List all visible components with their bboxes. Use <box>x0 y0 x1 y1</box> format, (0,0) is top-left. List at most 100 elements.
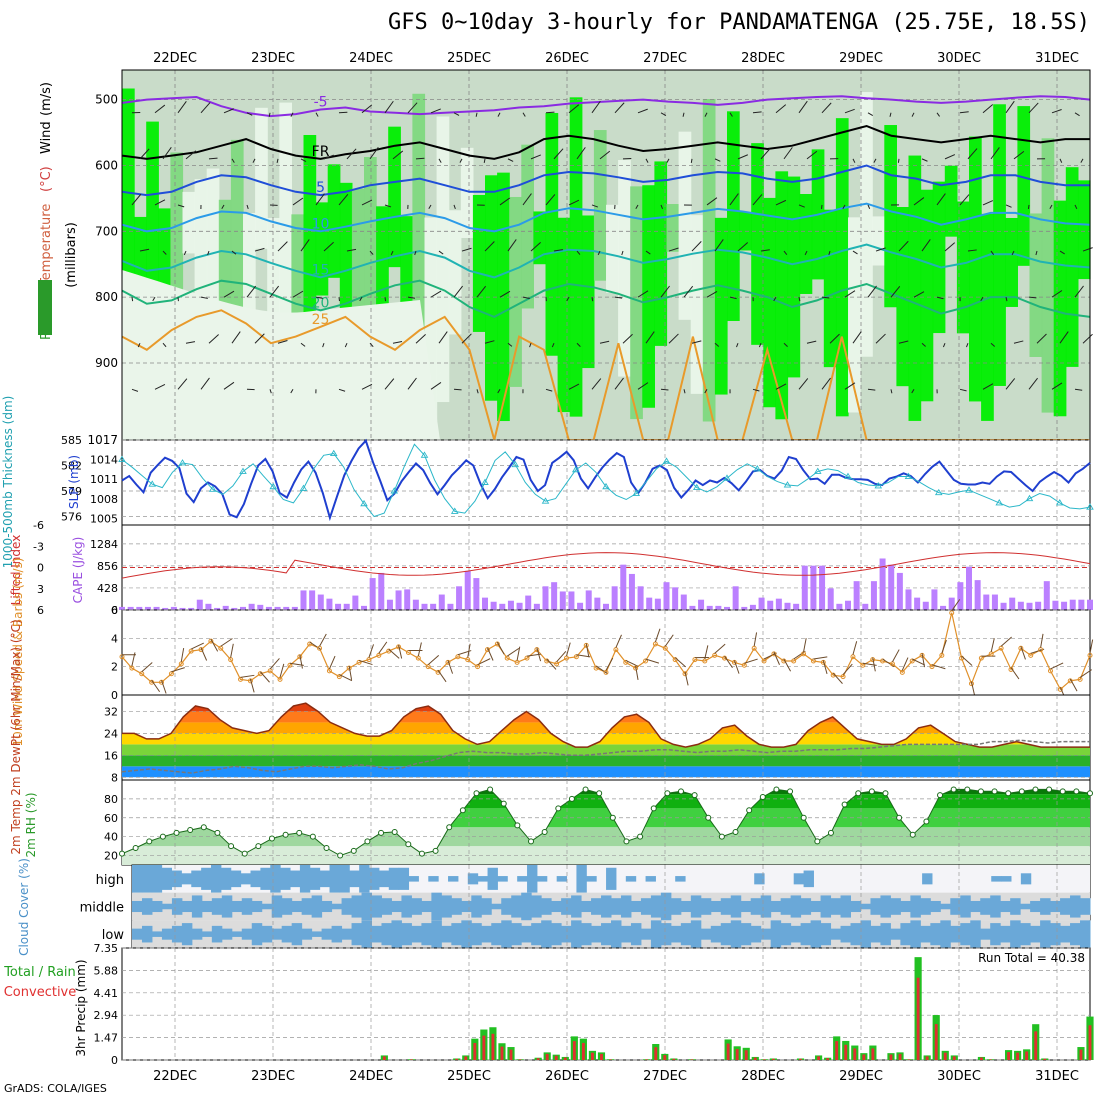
cloud-bar-high <box>270 865 281 893</box>
cape-bar <box>430 603 437 610</box>
rh-shade-cell <box>327 164 341 278</box>
wind-barb <box>852 250 858 255</box>
cloud-bar-low <box>381 923 392 946</box>
cloud-bar-high <box>378 870 390 888</box>
wind-barb <box>522 112 526 117</box>
precip-bar-convective <box>600 1053 603 1060</box>
cloud-bar-middle <box>351 895 363 918</box>
cape-bar <box>404 589 411 610</box>
cloud-bar-high <box>299 865 311 893</box>
wind-barb-10m <box>417 642 422 657</box>
cloud-bar-low <box>780 923 792 946</box>
thickness-slp-panel: 585 582 579 576 1014 1011 1008 1005 1000-500mb T… <box>1 396 1094 568</box>
wind-barb-10m <box>427 655 440 666</box>
cloud-bar-high <box>467 873 479 885</box>
thk-marker <box>934 488 943 496</box>
rh-shade-cell <box>255 107 268 249</box>
wind-barb <box>591 100 601 114</box>
wind-barb <box>614 377 624 390</box>
wind-barb <box>668 247 679 252</box>
rh-point <box>241 850 248 857</box>
isotherm-10 <box>121 202 1091 233</box>
wind-barb-10m <box>921 653 925 668</box>
cloud-bar-low <box>581 923 592 946</box>
precip-bar-convective <box>844 1044 848 1060</box>
wind-barb <box>530 154 541 160</box>
cape-bar <box>775 598 782 610</box>
slp-ytick: 1005 <box>90 512 118 525</box>
wind-barb <box>300 239 310 252</box>
rh-point <box>650 805 657 812</box>
cloud-bar-middle <box>680 900 692 913</box>
wind-barb <box>875 333 886 344</box>
rh-point <box>459 807 466 814</box>
rh-point <box>855 790 862 797</box>
ua-ytick: 500 <box>95 93 118 107</box>
cape-bar <box>801 565 808 610</box>
wind-barb <box>682 112 685 117</box>
cloud-bar-high <box>803 870 814 888</box>
wind-barb <box>1074 112 1080 117</box>
wind-barb <box>139 248 150 252</box>
cloud-bar-low <box>700 928 712 940</box>
cape-bar <box>196 599 203 610</box>
cloud-bar-high <box>517 876 528 882</box>
precip-ytick: 0 <box>111 1054 118 1067</box>
wind-barb <box>553 148 564 160</box>
precip-bar-convective <box>726 1043 730 1060</box>
wind-barb <box>660 204 663 210</box>
cloud-bar-low <box>251 923 263 946</box>
wind-barb <box>361 104 373 114</box>
wind-barb <box>798 378 809 390</box>
precip-bar-convective <box>1034 1031 1038 1060</box>
cape-bar <box>516 602 523 610</box>
wind-barb <box>752 194 763 206</box>
cloud-bar-middle <box>161 903 173 910</box>
wind-barb <box>384 204 392 208</box>
wind-barb <box>913 197 925 206</box>
cloud-bar-low <box>611 920 622 948</box>
wind-barb <box>990 250 995 255</box>
rh-point <box>1046 786 1053 793</box>
wind-barb <box>507 239 517 252</box>
wind-barb <box>660 285 670 298</box>
rh-shade-cell <box>775 171 789 420</box>
wind-barb <box>690 158 693 163</box>
rh-point <box>964 786 971 793</box>
thk-marker <box>874 482 883 489</box>
wind-barb-10m <box>615 634 622 648</box>
wind-barb <box>430 290 442 298</box>
wind-barb <box>944 154 956 160</box>
wind-barb <box>645 158 649 163</box>
rh-shade-cell <box>545 112 559 356</box>
cloud-bar-high <box>527 865 538 893</box>
cape-bar <box>1087 599 1093 610</box>
precip-bar-convective <box>654 1047 658 1060</box>
cloud-bar-middle <box>591 898 602 915</box>
cloud-bar-high <box>201 867 212 890</box>
wind-barb <box>783 147 793 160</box>
rh-shade-cell <box>993 104 1006 386</box>
cloud-bar-high <box>922 873 933 885</box>
wind-barb <box>392 150 404 160</box>
slp-ytick: 1008 <box>90 493 118 506</box>
cloud-bar-middle <box>141 898 153 915</box>
wind-barb <box>875 247 886 252</box>
wind-barb <box>208 334 219 344</box>
cape-bar <box>136 606 143 610</box>
cloud-bar-middle <box>132 900 143 913</box>
precip-bar-convective <box>581 1042 585 1060</box>
cape-bar <box>274 606 281 610</box>
cloud-bar-high <box>536 876 548 882</box>
cloud-bar-middle <box>760 895 772 918</box>
cape-bar <box>309 590 316 610</box>
cloud-bar-middle <box>491 903 502 910</box>
wind-barb-10m <box>546 658 557 670</box>
date-tick-bottom: 28DEC <box>741 1069 785 1084</box>
rh-shade-cell <box>448 210 462 335</box>
cloud-bar-high <box>151 865 163 893</box>
cloud-bar-low <box>1040 920 1051 948</box>
wind-barb-10m <box>951 599 961 612</box>
isotherm--5 <box>121 95 1091 118</box>
rh-shade-cell <box>388 126 401 268</box>
